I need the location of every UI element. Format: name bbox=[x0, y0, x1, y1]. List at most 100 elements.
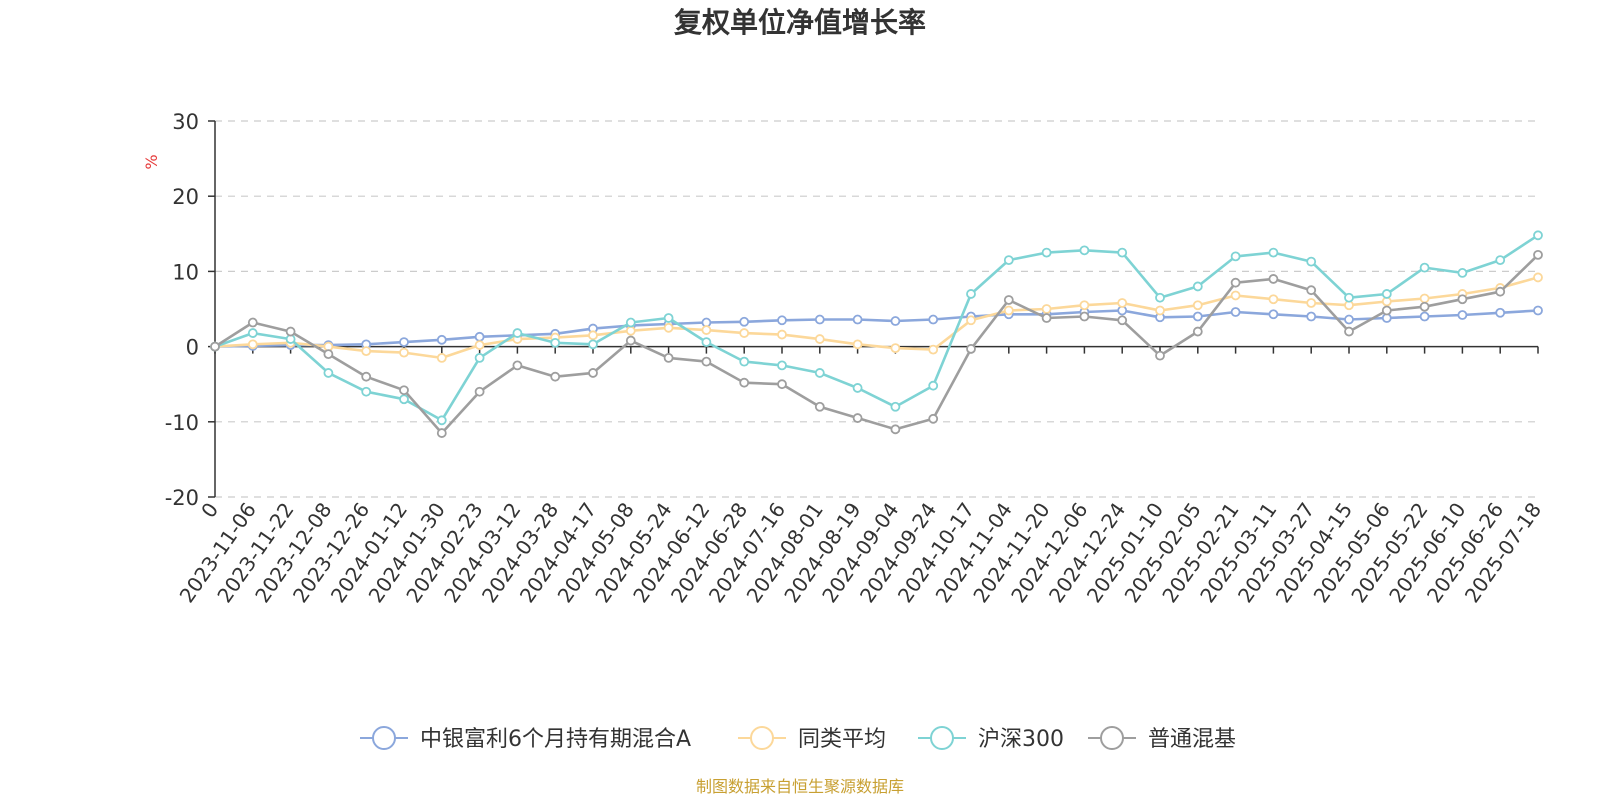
data-point bbox=[625, 325, 636, 336]
data-point bbox=[1495, 286, 1506, 297]
data-point bbox=[399, 337, 409, 347]
data-point bbox=[550, 337, 561, 348]
data-point bbox=[701, 356, 712, 367]
data-point bbox=[247, 339, 258, 350]
data-point bbox=[852, 383, 863, 393]
data-point bbox=[966, 289, 976, 299]
y-tick-label: 30 bbox=[172, 110, 199, 134]
data-point bbox=[814, 368, 825, 378]
legend-marker-icon bbox=[1100, 726, 1124, 750]
data-point bbox=[890, 401, 901, 412]
data-point bbox=[777, 360, 787, 371]
data-point bbox=[625, 317, 636, 328]
data-point bbox=[1041, 304, 1052, 314]
data-point bbox=[247, 328, 258, 338]
data-point bbox=[436, 415, 447, 426]
legend-item-1[interactable]: 中银富利6个月持有期混合A bbox=[360, 726, 691, 752]
data-point bbox=[1003, 255, 1014, 266]
series-line bbox=[214, 276, 1539, 360]
data-point bbox=[1457, 268, 1468, 278]
data-point bbox=[436, 352, 447, 363]
legend-item-3[interactable]: 沪深300 bbox=[918, 726, 1064, 752]
legend-item-2[interactable]: 同类平均 bbox=[738, 726, 886, 752]
data-point bbox=[1268, 294, 1279, 305]
data-point bbox=[361, 386, 372, 397]
data-point bbox=[1230, 277, 1241, 288]
data-point bbox=[1306, 256, 1317, 267]
legend-label: 中银富利6个月持有期混合A bbox=[420, 727, 691, 752]
data-point bbox=[1344, 326, 1354, 337]
legend-label: 普通混基 bbox=[1148, 727, 1236, 752]
data-point bbox=[474, 386, 485, 397]
data-point bbox=[852, 413, 863, 423]
data-point bbox=[1306, 311, 1317, 322]
data-point bbox=[1495, 307, 1506, 318]
series-line bbox=[214, 253, 1539, 435]
data-point bbox=[1457, 294, 1468, 305]
data-point bbox=[1268, 274, 1279, 284]
data-point bbox=[1155, 350, 1165, 361]
data-point bbox=[399, 394, 409, 405]
series-lines bbox=[210, 230, 1543, 438]
legend-label: 沪深300 bbox=[978, 727, 1064, 752]
data-point bbox=[701, 337, 712, 347]
data-source-note: 制图数据来自恒生聚源数据库 bbox=[696, 777, 904, 796]
data-point bbox=[1117, 315, 1128, 326]
y-tick-label: -10 bbox=[165, 411, 199, 435]
legend-marker-icon bbox=[372, 726, 396, 750]
data-point bbox=[361, 346, 372, 357]
data-point bbox=[1079, 245, 1090, 256]
data-point bbox=[777, 379, 787, 390]
data-point bbox=[210, 341, 220, 352]
data-point bbox=[1344, 314, 1354, 325]
data-point bbox=[777, 329, 787, 340]
series-1 bbox=[210, 305, 1543, 352]
data-point bbox=[474, 331, 485, 342]
legend-item-4[interactable]: 普通混基 bbox=[1088, 726, 1236, 752]
data-point bbox=[928, 380, 939, 391]
data-point bbox=[852, 314, 863, 325]
data-point bbox=[1155, 292, 1165, 303]
legend[interactable]: 中银富利6个月持有期混合A 同类平均 沪深300 普通混基 bbox=[360, 726, 1236, 752]
data-point bbox=[1533, 272, 1543, 283]
data-point bbox=[890, 316, 901, 326]
data-point bbox=[512, 328, 523, 338]
data-point bbox=[928, 344, 939, 355]
data-point bbox=[1079, 311, 1090, 322]
series-line bbox=[214, 309, 1539, 348]
data-point bbox=[890, 424, 901, 435]
y-tick-label: 10 bbox=[172, 260, 199, 284]
data-point bbox=[966, 343, 976, 354]
data-point bbox=[474, 340, 485, 350]
y-axis-unit: % bbox=[142, 154, 161, 169]
data-point bbox=[323, 368, 334, 378]
data-point bbox=[1117, 247, 1128, 258]
data-point bbox=[399, 347, 409, 358]
series-2 bbox=[210, 272, 1543, 363]
data-point bbox=[1419, 293, 1430, 304]
data-point bbox=[1117, 298, 1128, 308]
data-point bbox=[285, 326, 296, 337]
data-point bbox=[1495, 255, 1506, 266]
data-point bbox=[323, 349, 334, 360]
data-point bbox=[1344, 292, 1354, 303]
data-point bbox=[1230, 290, 1241, 301]
series-4 bbox=[210, 249, 1543, 438]
data-point bbox=[966, 315, 976, 326]
data-point bbox=[399, 385, 409, 396]
data-point bbox=[1419, 301, 1430, 312]
data-point bbox=[436, 428, 447, 438]
data-point bbox=[739, 377, 750, 388]
data-point bbox=[814, 401, 825, 412]
data-point bbox=[436, 334, 447, 345]
data-point bbox=[1079, 300, 1090, 311]
data-point bbox=[739, 316, 750, 327]
data-point bbox=[1306, 298, 1317, 308]
data-point bbox=[1533, 305, 1543, 316]
data-point bbox=[1533, 230, 1543, 241]
data-point bbox=[1041, 247, 1052, 258]
data-point bbox=[474, 352, 485, 363]
data-point bbox=[1533, 249, 1543, 260]
data-point bbox=[739, 328, 750, 338]
